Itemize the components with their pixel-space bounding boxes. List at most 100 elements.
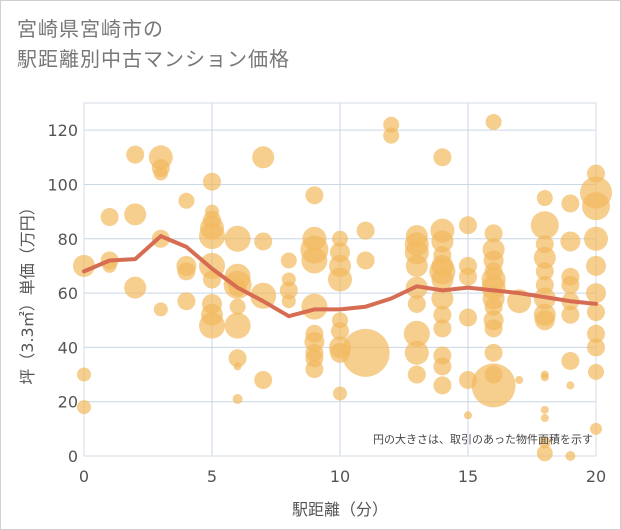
bubble-point <box>433 305 452 324</box>
bubble-point <box>383 127 400 144</box>
bubble-point <box>233 362 242 371</box>
bubble-point <box>356 251 375 270</box>
bubble-point <box>279 281 298 300</box>
bubble-point <box>153 166 168 181</box>
bubble-point <box>433 148 452 167</box>
bubble-point <box>301 247 328 274</box>
bubble-point <box>229 298 246 315</box>
bubble-point <box>471 363 516 408</box>
bubble-point <box>459 308 477 327</box>
bubble-point <box>588 363 604 380</box>
bubble-point <box>459 267 477 286</box>
bubble-point <box>582 192 610 221</box>
bubble-point <box>77 367 91 382</box>
bubble-point <box>126 145 145 164</box>
bubble-point <box>484 343 503 362</box>
bubble-point <box>459 216 477 235</box>
x-tick-label: 5 <box>207 467 217 486</box>
bubble-point <box>407 294 426 313</box>
bubble-point <box>484 297 503 316</box>
bubble-point <box>561 351 580 370</box>
bubble-point <box>199 223 225 250</box>
x-axis-label: 駅距離（分） <box>292 500 388 519</box>
chart-title: 宮崎県宮崎市の 駅距離別中古マンション価格 <box>17 14 290 74</box>
bubble-point <box>464 411 472 420</box>
bubble-point <box>560 231 581 252</box>
bubble-point <box>305 186 324 205</box>
y-tick-label: 40 <box>58 338 78 357</box>
bubble-point <box>484 319 503 338</box>
bubble-point <box>250 282 277 309</box>
bubble-point <box>561 305 580 324</box>
bubble-point <box>484 224 503 243</box>
x-tick-label: 15 <box>458 467 478 486</box>
bubble-point <box>73 254 95 277</box>
x-axis-ticks: 0 5 10 15 20 <box>79 467 606 486</box>
bubble-point <box>561 194 580 213</box>
x-tick-label: 20 <box>586 467 606 486</box>
bubble-point <box>124 276 147 299</box>
bubble-point <box>407 365 426 384</box>
chart-title-line-2: 駅距離別中古マンション価格 <box>17 47 290 71</box>
bubble-point <box>431 230 454 253</box>
bubble-point <box>586 255 606 276</box>
bubble-point <box>254 232 273 251</box>
y-tick-label: 60 <box>58 284 78 303</box>
bubble-point <box>431 268 454 291</box>
bubble-point <box>536 190 553 207</box>
bubble-point <box>533 246 556 269</box>
bubble-point <box>538 436 551 449</box>
bubble-point <box>177 292 196 311</box>
bubble-point <box>540 373 549 382</box>
bubble-point <box>535 262 554 281</box>
bubble-point <box>584 226 608 251</box>
average-price-line <box>82 234 598 319</box>
bubble-point <box>228 349 247 368</box>
bubble-point <box>178 192 195 209</box>
bubble-series <box>73 114 612 462</box>
plot-border <box>83 102 597 457</box>
chart-title-line-1: 宮崎県宮崎市の <box>17 17 164 41</box>
bubble-point <box>280 252 297 269</box>
bubble-point <box>332 230 348 247</box>
bubble-point <box>341 328 390 377</box>
bubble-size-note: 円の大きさは、取引のあった物件面積を示す <box>373 432 593 446</box>
bubble-point <box>586 283 606 304</box>
bubble-point <box>566 381 575 390</box>
bubble-point <box>203 172 221 191</box>
y-axis-label: 坪（3.3㎡）単価（万円） <box>18 199 37 384</box>
bubble-point <box>431 287 454 310</box>
bubble-point <box>77 400 91 415</box>
bubble-point <box>281 294 296 309</box>
bubble-point <box>534 310 555 331</box>
bubble-point <box>224 225 251 252</box>
bubble-point <box>485 114 502 131</box>
bubble-point <box>177 262 196 281</box>
bubble-point <box>540 413 549 422</box>
bubble-point <box>540 405 549 414</box>
bubble-point <box>356 221 375 240</box>
y-tick-label: 120 <box>47 121 78 140</box>
bubble-point <box>433 319 452 338</box>
x-tick-label: 0 <box>79 467 89 486</box>
bubble-point <box>561 275 580 294</box>
bubble-point <box>536 445 553 462</box>
bubble-point <box>100 208 119 227</box>
bubble-point <box>404 340 429 365</box>
y-tick-label: 80 <box>58 230 78 249</box>
bubble-point <box>333 386 347 401</box>
bubble-point <box>252 146 275 169</box>
y-axis-ticks: 0 20 40 60 80 100 120 <box>47 121 78 466</box>
bubble-point <box>530 211 559 240</box>
y-tick-label: 100 <box>47 175 78 194</box>
bubble-point <box>305 360 324 379</box>
bubble-point <box>153 302 168 317</box>
y-tick-label: 0 <box>68 447 78 466</box>
y-tick-label: 20 <box>58 393 78 412</box>
bubble-point <box>328 267 352 292</box>
bubble-point <box>587 338 605 357</box>
bubble-point <box>590 422 602 435</box>
bubble-point <box>515 375 524 384</box>
bubble-point <box>565 451 576 461</box>
